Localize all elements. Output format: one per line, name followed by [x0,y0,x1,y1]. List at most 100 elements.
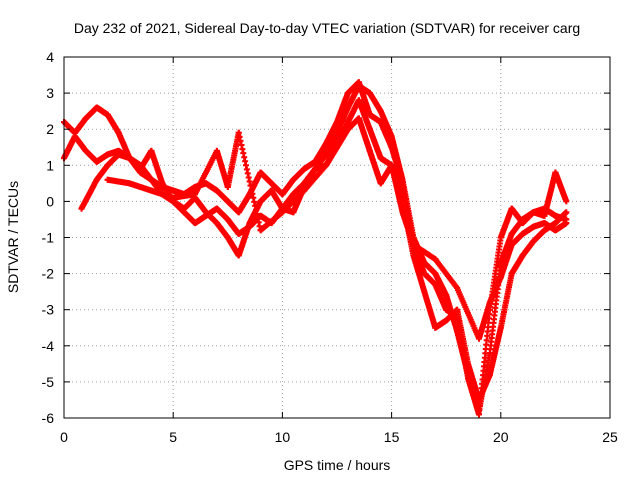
y-tick-label: -3 [42,302,55,318]
x-tick-label: 0 [60,429,68,445]
data-point [235,230,242,237]
data-point [432,324,439,331]
data-point [148,187,155,194]
data-point [410,252,417,259]
data-point [148,176,155,183]
x-tick-label: 20 [493,429,509,445]
data-point [93,104,100,111]
data-point [224,198,231,205]
data-point [508,270,515,277]
y-tick-label: -5 [42,374,55,390]
data-series [61,79,570,418]
data-point [312,165,319,172]
data-point [552,212,559,219]
data-point [268,180,275,187]
data-point [388,162,395,169]
y-tick-label: 2 [46,121,54,137]
y-tick-label: -6 [42,410,55,426]
x-tick-label: 15 [384,429,400,445]
data-point [159,180,166,187]
x-tick-label: 10 [275,429,291,445]
data-point [399,180,406,187]
data-point [519,252,526,259]
data-point [421,270,428,277]
data-point [541,212,548,219]
data-point [290,191,297,198]
data-point [202,209,209,216]
data-point [82,115,89,122]
data-point [181,205,188,212]
data-point [421,288,428,295]
y-tick-label: -4 [42,338,55,354]
data-point [552,227,559,234]
data-point [344,90,351,97]
grid [64,57,610,418]
data-point [323,140,330,147]
data-point [432,270,439,277]
data-point [192,191,199,198]
data-point [115,129,122,136]
data-point [377,155,384,162]
data-point [530,238,537,245]
data-point [443,306,450,313]
data-point [475,411,482,418]
data-point [334,118,340,125]
data-point [78,205,85,212]
data-point [552,169,559,176]
data-point [366,111,373,118]
data-point [486,371,493,378]
data-point [508,205,515,212]
data-point [71,129,78,136]
data-point [279,209,286,216]
data-point [541,220,548,227]
data-point [432,256,439,263]
data-point [202,180,209,187]
data-point [257,227,264,234]
data-point [530,223,537,230]
data-point [508,230,515,237]
data-point [213,147,220,154]
data-point [563,209,570,216]
data-point [126,155,133,162]
data-point [443,317,450,324]
data-point [454,285,461,292]
data-point [497,324,504,331]
data-point [377,118,384,125]
data-point [170,194,177,201]
data-point [519,220,526,227]
y-tick-label: 3 [46,85,54,101]
data-point [104,176,111,183]
data-point [235,209,242,216]
data-point [170,187,177,194]
data-point [530,209,537,216]
x-axis-label: GPS time / hours [284,457,391,473]
data-point [388,144,395,151]
data-point [82,147,89,154]
data-point [235,252,242,259]
y-tick-label: 1 [46,157,54,173]
data-point [465,360,472,367]
data-point [312,158,319,165]
x-tick-label: 25 [602,429,618,445]
data-point [410,241,417,248]
series-pass-d [104,97,570,342]
data-point [355,79,362,86]
data-point [148,147,155,154]
data-point [432,281,439,288]
data-point [475,335,482,342]
y-axis-label: SDTVAR / TECUs [5,181,21,293]
data-point [257,169,264,176]
data-point [137,165,144,172]
data-point [366,126,373,133]
data-point [126,180,133,187]
data-point [246,220,253,227]
data-point [235,129,242,136]
data-point [366,90,373,97]
data-point [104,162,111,169]
data-point [541,227,548,234]
data-point [355,115,362,122]
data-point [454,306,461,313]
data-point [366,147,373,154]
data-point [486,299,493,306]
data-point [224,183,231,190]
